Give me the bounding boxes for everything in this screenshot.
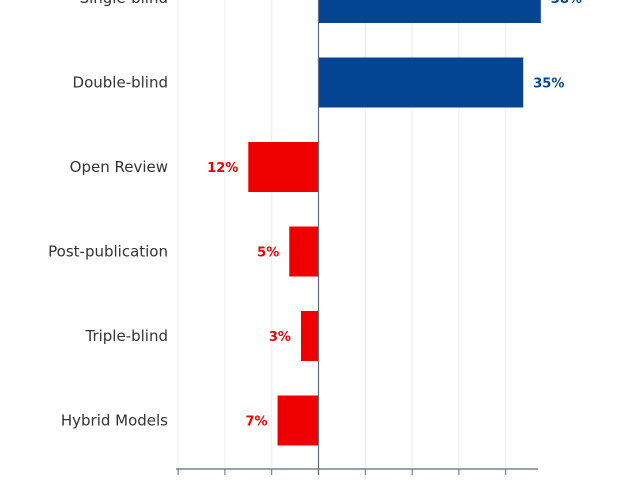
- data-label: 35%: [533, 77, 564, 92]
- category-label: Triple-blind: [84, 327, 168, 345]
- category-label: Post-publication: [48, 243, 168, 261]
- data-label: 5%: [257, 246, 279, 261]
- bar-triple-blind: [300, 311, 319, 361]
- bar-single-blind: [318, 0, 541, 23]
- axes: [176, 0, 538, 475]
- data-label: 3%: [269, 330, 291, 345]
- bars: [248, 0, 541, 446]
- data-label: 12%: [207, 161, 238, 176]
- labels: Single-blind 38% Double-blind 35% Open Revie…: [48, 0, 582, 430]
- data-label: 7%: [245, 415, 267, 430]
- category-label: Single-blind: [80, 0, 168, 7]
- data-label: 38%: [551, 0, 582, 7]
- bar-open-review: [248, 142, 319, 192]
- category-label: Double-blind: [73, 74, 168, 92]
- bar-post-publication: [289, 226, 319, 277]
- category-label: Hybrid Models: [61, 412, 168, 430]
- category-label: Open Review: [70, 158, 168, 176]
- bar-double-blind: [318, 57, 524, 108]
- bar-hybrid-models: [277, 395, 319, 446]
